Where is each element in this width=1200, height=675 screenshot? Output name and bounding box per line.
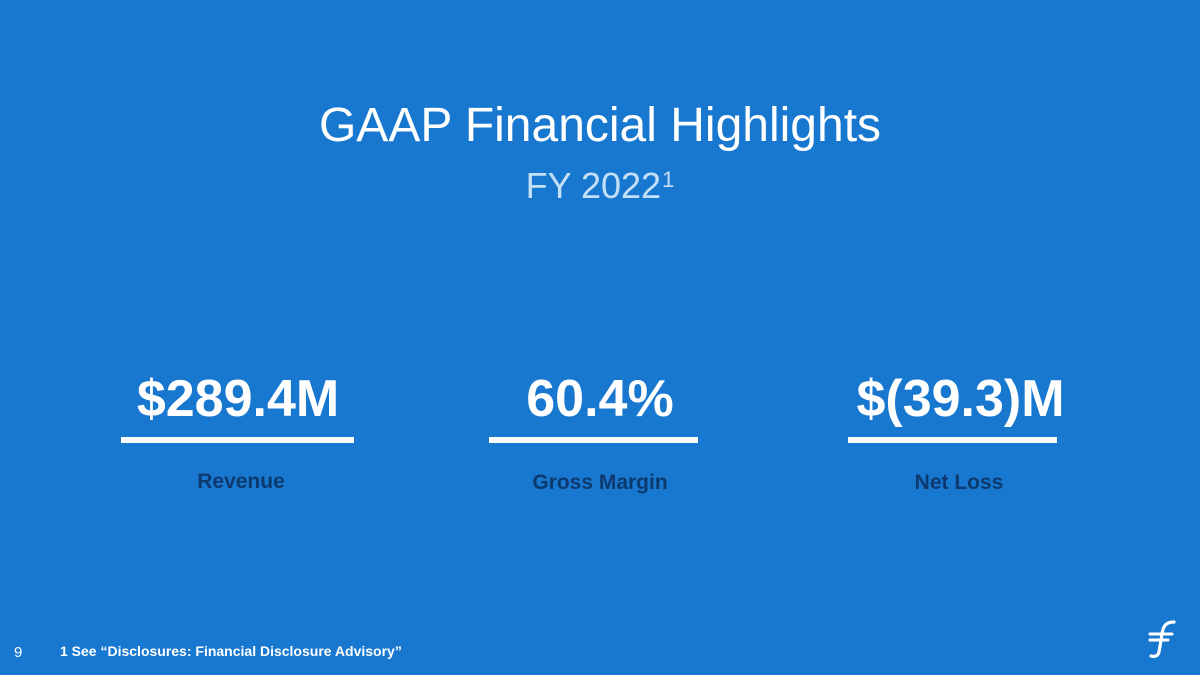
metric-underline <box>848 437 1057 443</box>
metric-underline <box>489 437 698 443</box>
metric-revenue: $289.4M <box>108 369 368 429</box>
footnote-marker: 1 <box>662 167 675 192</box>
metric-value: $(39.3)M <box>856 370 1065 428</box>
page-number: 9 <box>14 644 23 661</box>
metric-gross-margin: 60.4% <box>470 369 730 429</box>
slide-subtitle: FY 20221 <box>0 162 1200 210</box>
brand-logo-icon <box>1148 620 1176 658</box>
metric-underline <box>121 437 354 443</box>
metric-net-loss: $(39.3)M <box>828 369 1093 429</box>
metric-label: Revenue <box>197 470 285 493</box>
subtitle-text: FY 2022 <box>525 165 662 206</box>
metric-label: Net Loss <box>914 471 1004 494</box>
metric-value: $289.4M <box>136 370 340 428</box>
footnote: 1 See “Disclosures: Financial Disclosure… <box>60 643 402 659</box>
metric-label: Gross Margin <box>532 471 668 494</box>
slide-title: GAAP Financial Highlights <box>318 99 882 152</box>
metric-value: 60.4% <box>526 370 674 428</box>
